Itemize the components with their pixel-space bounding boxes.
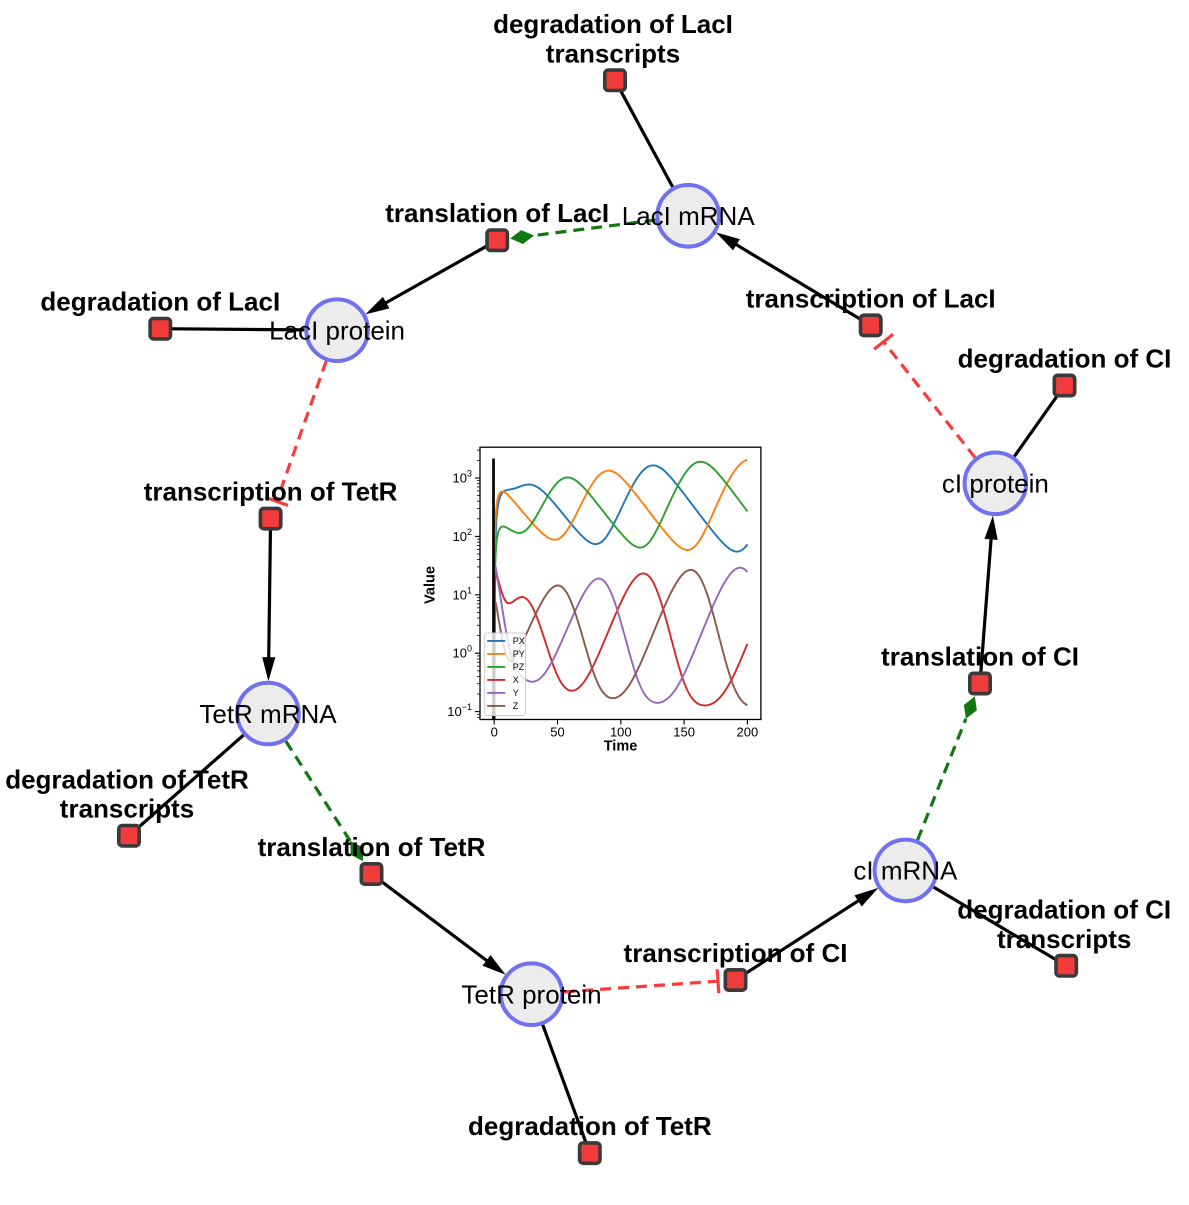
svg-text:50: 50 <box>550 725 564 740</box>
svg-text:transcripts: transcripts <box>997 924 1131 954</box>
svg-text:TetR mRNA: TetR mRNA <box>199 699 337 729</box>
svg-text:translation of CI: translation of CI <box>881 642 1079 672</box>
svg-text:PZ: PZ <box>513 662 525 672</box>
svg-text:transcription of CI: transcription of CI <box>624 938 848 968</box>
svg-text:transcripts: transcripts <box>60 794 194 824</box>
svg-text:cI protein: cI protein <box>942 469 1049 499</box>
svg-text:Y: Y <box>513 688 519 698</box>
svg-text:degradation of TetR: degradation of TetR <box>5 764 249 794</box>
svg-text:degradation of TetR: degradation of TetR <box>468 1111 712 1141</box>
svg-text:PX: PX <box>513 636 525 646</box>
svg-text:Value: Value <box>423 566 439 604</box>
svg-text:0: 0 <box>491 725 498 740</box>
svg-text:100: 100 <box>610 725 632 740</box>
svg-text:200: 200 <box>737 725 759 740</box>
svg-text:translation of LacI: translation of LacI <box>385 198 609 228</box>
svg-text:TetR protein: TetR protein <box>461 980 601 1010</box>
svg-text:transcripts: transcripts <box>546 38 680 68</box>
svg-text:150: 150 <box>673 725 695 740</box>
svg-text:LacI protein: LacI protein <box>269 316 405 346</box>
svg-text:PY: PY <box>513 649 525 659</box>
svg-text:cI mRNA: cI mRNA <box>853 856 958 886</box>
svg-text:degradation of LacI: degradation of LacI <box>493 9 733 39</box>
svg-text:Time: Time <box>604 739 638 755</box>
svg-text:X: X <box>513 675 519 685</box>
svg-text:transcription of LacI: transcription of LacI <box>746 283 996 313</box>
svg-text:translation of TetR: translation of TetR <box>258 832 486 862</box>
svg-text:Z: Z <box>513 701 519 711</box>
svg-text:degradation of CI: degradation of CI <box>958 344 1172 374</box>
svg-text:degradation of CI: degradation of CI <box>957 895 1171 925</box>
svg-text:transcription of TetR: transcription of TetR <box>144 477 398 507</box>
svg-text:degradation of LacI: degradation of LacI <box>40 287 280 317</box>
svg-text:LacI mRNA: LacI mRNA <box>622 201 756 231</box>
